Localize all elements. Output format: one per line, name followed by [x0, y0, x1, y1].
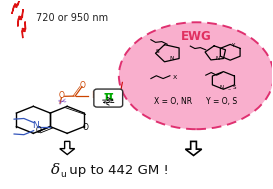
Polygon shape: [12, 0, 20, 14]
Text: O: O: [36, 126, 42, 135]
FancyBboxPatch shape: [94, 89, 123, 107]
Text: ✂: ✂: [57, 95, 68, 107]
Text: Y = O, S: Y = O, S: [206, 97, 238, 106]
Text: O: O: [58, 91, 64, 100]
Polygon shape: [18, 9, 23, 26]
Text: X: X: [173, 75, 177, 80]
Text: O: O: [82, 123, 88, 132]
Text: EWG: EWG: [181, 30, 212, 43]
Polygon shape: [185, 141, 202, 156]
Text: H₂N: H₂N: [91, 91, 107, 100]
Text: N: N: [219, 85, 223, 90]
Text: 720 or 950 nm: 720 or 950 nm: [36, 13, 108, 23]
Circle shape: [119, 22, 273, 129]
Text: O: O: [80, 81, 85, 91]
Text: S: S: [155, 49, 159, 54]
Text: –: –: [227, 88, 230, 93]
Polygon shape: [22, 22, 26, 38]
Text: up to 442 GM !: up to 442 GM !: [64, 164, 168, 177]
Text: X = O, NR: X = O, NR: [154, 97, 192, 106]
Text: Y: Y: [231, 43, 235, 48]
Text: N: N: [170, 56, 174, 61]
Text: S: S: [233, 85, 237, 90]
Text: N: N: [32, 121, 39, 130]
Text: π: π: [103, 90, 113, 103]
Polygon shape: [60, 141, 75, 155]
Text: N: N: [215, 56, 219, 61]
Text: u: u: [60, 170, 66, 179]
Text: δ: δ: [51, 163, 60, 177]
